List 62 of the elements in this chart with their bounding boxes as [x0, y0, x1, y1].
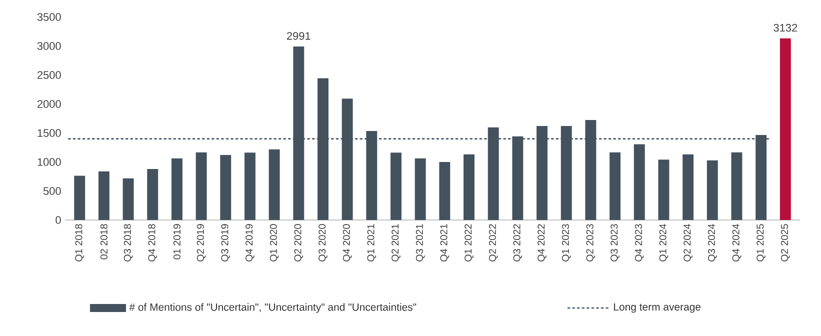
x-tick-label: Q2 2019	[196, 224, 206, 262]
bar	[780, 38, 791, 220]
x-tick-label: Q2 2022	[488, 224, 498, 262]
y-tick-label: 3000	[37, 42, 61, 50]
y-tick-label: 2000	[37, 100, 61, 108]
bar	[196, 152, 207, 220]
bar	[390, 152, 402, 220]
x-tick-label: Q1 2023	[562, 224, 571, 262]
bar	[122, 178, 134, 220]
bar	[414, 158, 426, 220]
x-tick-label: Q3 2018	[124, 224, 133, 262]
x-tick-label: Q2 2020	[294, 224, 304, 262]
legend-label: Long term average	[614, 303, 701, 313]
bar	[244, 152, 256, 220]
x-tick-label: Q1 2018	[75, 224, 84, 262]
x-tick-label: Q1 2021	[367, 224, 376, 262]
x-tick-label: Q2 2024	[684, 224, 692, 262]
x-tick-label: Q4 2020	[342, 224, 352, 262]
y-tick-label: 500	[43, 187, 61, 195]
bar	[731, 152, 742, 220]
bar	[706, 160, 718, 220]
x-tick-label: Q4 2019	[246, 224, 254, 262]
x-tick-label: Q1 2020	[270, 224, 279, 262]
x-tick-label: Q4 2018	[148, 224, 158, 262]
y-tick-label: 1500	[38, 129, 61, 137]
bar	[464, 154, 474, 220]
x-tick-label: Q4 2024	[732, 224, 742, 262]
bar	[220, 154, 232, 220]
x-tick-label: Q1 2024	[659, 224, 668, 262]
bar	[610, 152, 621, 220]
bar	[74, 176, 86, 220]
bar	[439, 162, 450, 220]
x-tick-label: Q3 2020	[318, 224, 328, 262]
x-tick-label: Q3 2019	[221, 224, 230, 262]
x-tick-label: Q3 2023	[610, 224, 620, 262]
bar	[171, 158, 182, 220]
x-tick-label: Q3 2021	[416, 224, 425, 262]
bar	[147, 169, 158, 220]
bar	[682, 154, 694, 220]
x-tick-label: Q4 2022	[538, 224, 546, 262]
x-tick-label: 01 2019	[173, 224, 180, 260]
y-tick-label: 1000	[38, 158, 61, 166]
x-tick-label: 02 2018	[100, 224, 108, 260]
legend-label: # of Mentions of "Uncertain", "Uncertainty" and "Uncertainties"	[129, 303, 416, 313]
x-tick-label: Q3 2024	[708, 224, 717, 262]
x-tick-label: Q1 2022	[464, 224, 474, 262]
bar	[658, 160, 670, 220]
x-tick-label: Q4 2021	[440, 224, 450, 262]
bar	[268, 149, 280, 220]
x-tick-label: Q4 2023	[634, 224, 644, 262]
x-tick-label: Q3 2022	[513, 224, 522, 262]
x-tick-label: Q2 2021	[392, 224, 400, 262]
bar	[634, 144, 645, 220]
data-label: 2991	[287, 32, 310, 40]
x-tick-label: Q1 2025	[756, 224, 766, 262]
x-tick-label: Q2 2023	[586, 224, 596, 262]
y-tick-label: 3500	[37, 13, 61, 21]
y-tick-label: 0	[56, 216, 61, 224]
x-tick-label: Q2 2025	[780, 224, 790, 262]
y-tick-label: 2500	[37, 71, 61, 79]
data-label: 3132	[774, 24, 798, 32]
bar	[98, 171, 110, 220]
